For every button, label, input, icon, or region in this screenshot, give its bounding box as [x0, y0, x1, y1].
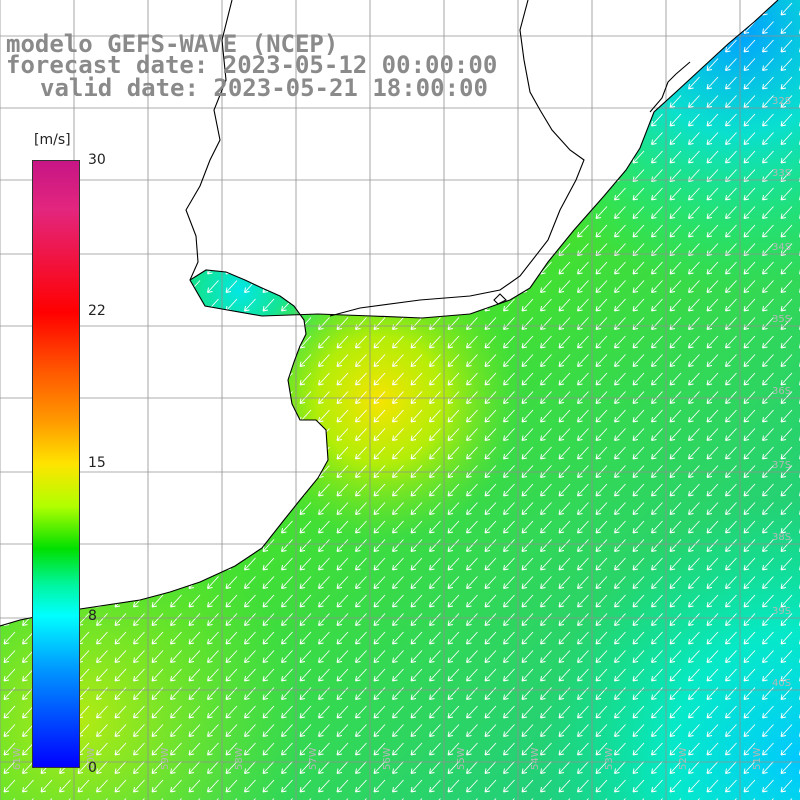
colorbar-unit-label: [m/s]	[34, 132, 71, 148]
model-title: modelo GEFS-WAVE (NCEP)	[6, 30, 339, 58]
longitude-label: 57W	[308, 747, 319, 770]
latitude-label: 34S	[772, 242, 791, 253]
colorbar-tick-label: 15	[88, 455, 106, 471]
longitude-label: 55W	[456, 747, 467, 770]
longitude-label: 59W	[160, 747, 171, 770]
longitude-label: 51W	[752, 747, 763, 770]
colorbar	[32, 160, 80, 768]
longitude-label: 60W	[86, 747, 97, 770]
latitude-label: 33S	[772, 168, 791, 179]
latitude-label: 35S	[772, 314, 791, 325]
latitude-label: 38S	[772, 532, 791, 543]
valid-date: valid date: 2023-05-21 18:00:00	[40, 74, 488, 102]
longitude-labels: 61W 60W 59W 58W 57W 56W 55W 54W 53W 52W 51W	[12, 747, 763, 770]
latitude-labels: 32S 33S 34S 35S 36S 37S 38S 39S 40S	[772, 96, 791, 689]
longitude-label: 52W	[678, 747, 689, 770]
latitude-label: 32S	[772, 96, 791, 107]
colorbar-tick-label: 22	[88, 303, 106, 319]
colorbar-tick-label: 0	[88, 760, 97, 776]
longitude-label: 61W	[12, 747, 23, 770]
longitude-label: 54W	[530, 747, 541, 770]
colorbar-tick-label: 8	[88, 608, 97, 624]
latitude-label: 36S	[772, 386, 791, 397]
colorbar-tick-label: 30	[88, 152, 106, 168]
longitude-label: 58W	[234, 747, 245, 770]
coastline	[0, 0, 779, 627]
latitude-label: 39S	[772, 606, 791, 617]
latitude-label: 37S	[772, 460, 791, 471]
forecast-date: forecast date: 2023-05-12 00:00:00	[6, 51, 498, 79]
latitude-label: 40S	[772, 678, 791, 689]
longitude-label: 56W	[382, 747, 393, 770]
longitude-label: 53W	[604, 747, 615, 770]
